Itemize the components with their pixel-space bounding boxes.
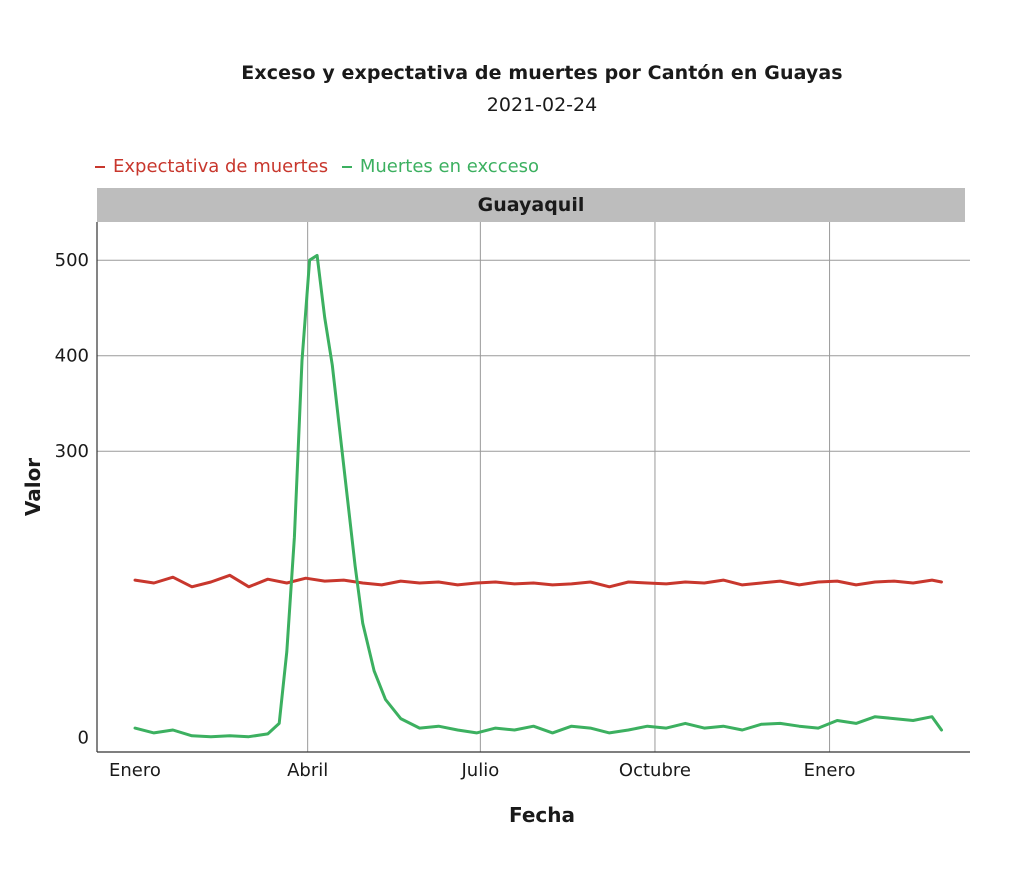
x-tick-label: Enero [109, 760, 161, 781]
legend-label-expectativa: Expectativa de muertes [113, 156, 329, 177]
chart-subtitle: 2021-02-24 [486, 94, 598, 116]
series-line-exceso [133, 253, 943, 739]
y-tick-label: 500 [55, 250, 89, 271]
x-tick-label: Abril [287, 760, 328, 781]
x-tick-label: Enero [804, 760, 856, 781]
y-tick-label: 400 [55, 346, 89, 367]
x-tick-label: Julio [460, 760, 499, 781]
legend-swatch-expectativa [95, 166, 105, 168]
y-tick-label: 300 [55, 441, 89, 462]
y-tick-label: 0 [78, 728, 89, 749]
legend-item-expectativa: Expectativa de muertes [95, 156, 328, 177]
series-line-expectativa [133, 573, 943, 589]
x-axis-label: Fecha [508, 803, 575, 827]
legend-item-exceso: Muertes en excceso [341, 156, 540, 177]
legend-swatch-exceso [341, 166, 352, 168]
chart-title: Exceso y expectativa de muertes por Cant… [241, 62, 843, 84]
legend-label-exceso: Muertes en excceso [359, 156, 540, 177]
legend: Expectativa de muertes Muertes en excces… [95, 156, 539, 177]
x-tick-label: Octubre [619, 760, 691, 781]
facet-strip: Guayaquil [97, 188, 965, 222]
y-axis-label: Valor [21, 458, 45, 516]
